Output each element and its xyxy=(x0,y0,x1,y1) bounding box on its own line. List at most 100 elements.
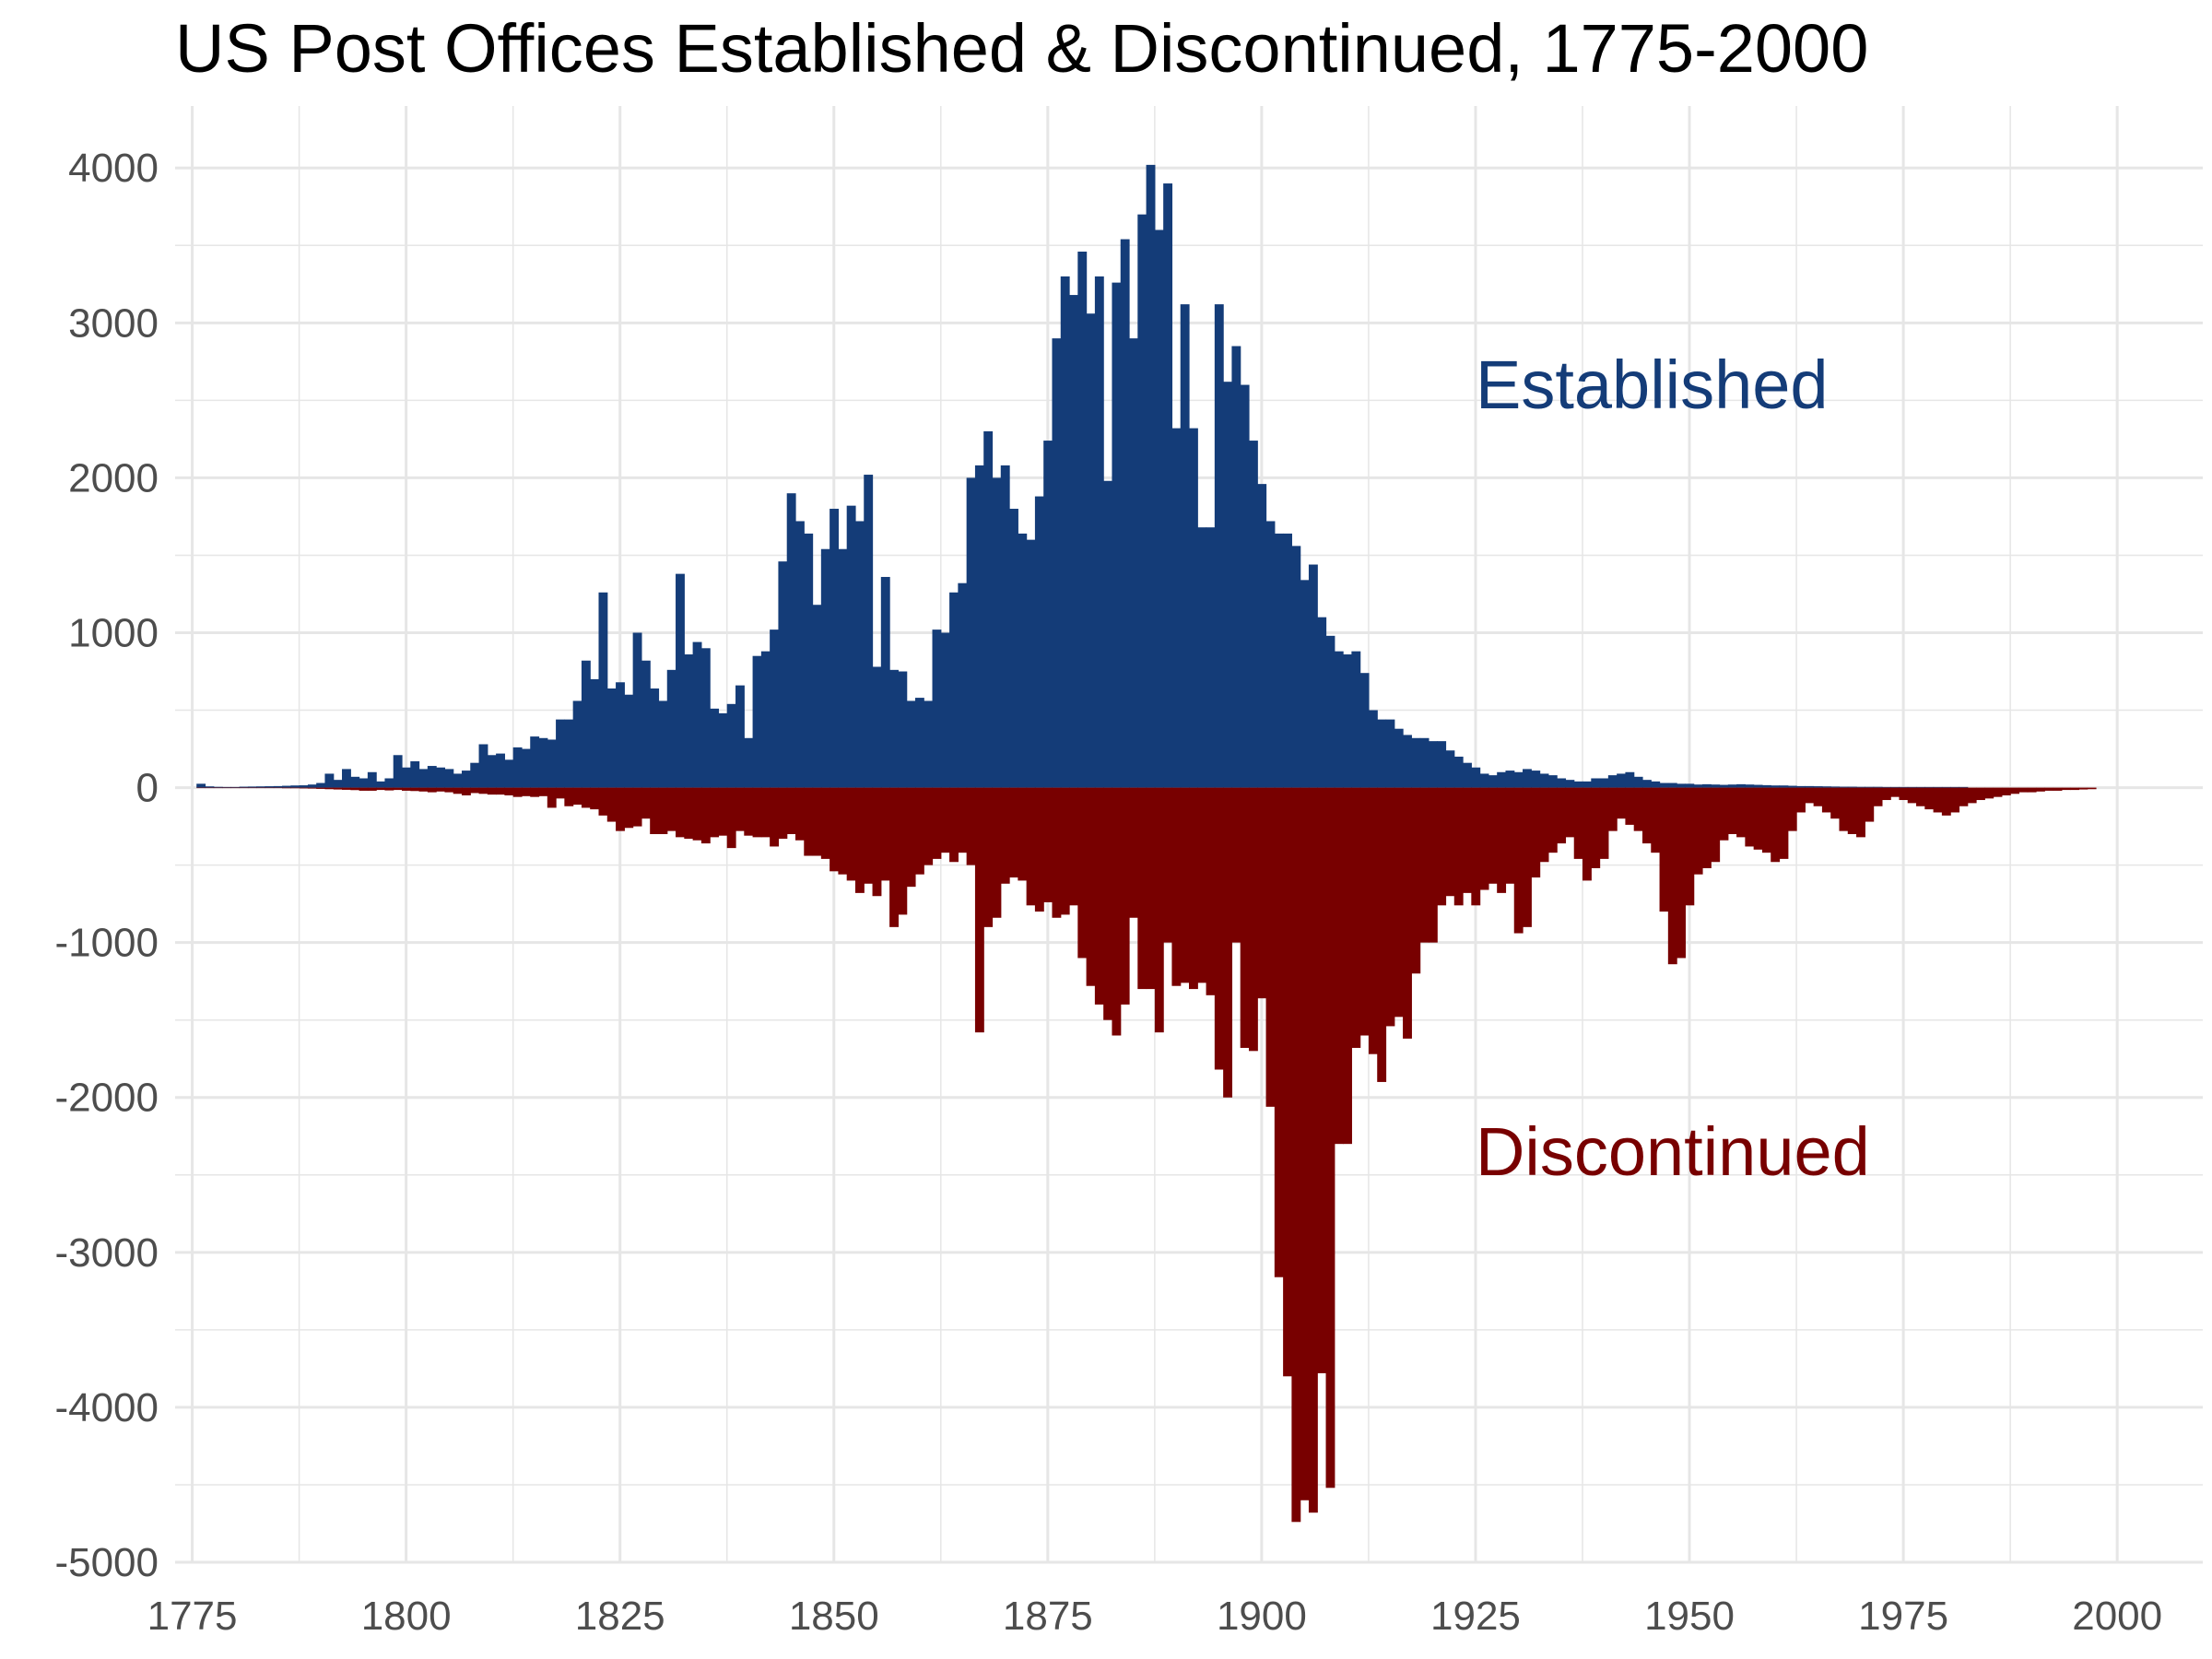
bar-discontinued xyxy=(2070,787,2080,791)
y-tick-label: -1000 xyxy=(54,921,159,966)
bar-discontinued xyxy=(906,787,916,888)
bar-discontinued xyxy=(1727,787,1737,834)
bar-discontinued xyxy=(1771,787,1781,863)
bar-established xyxy=(316,782,326,788)
bar-established xyxy=(384,778,394,788)
x-tick-label: 1850 xyxy=(789,1594,879,1639)
y-tick-label: 0 xyxy=(136,766,159,811)
bar-established xyxy=(222,786,231,788)
y-tick-label: -2000 xyxy=(54,1076,159,1121)
bar-established xyxy=(880,576,890,788)
bar-discontinued xyxy=(1009,787,1018,878)
bar-discontinued xyxy=(1240,787,1250,1048)
bar-established xyxy=(307,784,317,788)
bar-established xyxy=(1711,784,1721,788)
bar-established xyxy=(958,582,968,788)
bar-established xyxy=(1103,480,1113,788)
bar-established xyxy=(624,694,634,788)
bar-discontinued xyxy=(632,787,642,827)
bar-established xyxy=(504,759,514,788)
bar-discontinued xyxy=(1248,787,1258,1052)
bar-discontinued xyxy=(2001,787,2011,795)
bar-discontinued xyxy=(1805,787,1815,804)
x-tick-label: 1950 xyxy=(1644,1594,1735,1639)
bar-established xyxy=(1617,773,1627,788)
bar-discontinued xyxy=(1539,787,1549,863)
bar-established xyxy=(1856,786,1865,788)
bar-discontinued xyxy=(889,787,899,927)
y-tick-label: -4000 xyxy=(54,1385,159,1430)
bar-established xyxy=(1907,786,1917,788)
bar-established xyxy=(1933,786,1943,788)
bar-established xyxy=(1667,782,1677,788)
bar-established xyxy=(1351,651,1361,788)
bar-discontinued xyxy=(1197,787,1207,983)
bar-discontinued xyxy=(556,787,565,799)
bar-discontinued xyxy=(1411,787,1421,974)
bar-discontinued xyxy=(744,787,754,836)
bar-established xyxy=(924,700,934,788)
bar-established xyxy=(1359,673,1370,788)
bar-discontinued xyxy=(700,787,711,844)
bar-established xyxy=(778,561,788,788)
bar-discontinued xyxy=(461,787,471,795)
bar-established xyxy=(1633,776,1643,788)
bar-established xyxy=(538,737,548,788)
chart-title: US Post Offices Established & Discontinu… xyxy=(175,10,1869,87)
bar-discontinued xyxy=(1847,787,1857,834)
bar-discontinued xyxy=(1839,787,1849,831)
bar-established xyxy=(1659,782,1669,788)
bar-discontinued xyxy=(812,787,822,856)
bar-discontinued xyxy=(282,787,291,789)
bar-discontinued xyxy=(684,787,694,840)
bar-established xyxy=(512,747,523,788)
bar-discontinued xyxy=(641,787,651,819)
bar-discontinued xyxy=(470,787,480,794)
bar-discontinued xyxy=(958,787,968,853)
bar-established xyxy=(1727,784,1737,788)
bar-established xyxy=(854,521,865,788)
bar-discontinued xyxy=(1052,787,1062,918)
bar-established xyxy=(1753,784,1763,788)
bar-discontinued xyxy=(384,787,394,791)
bar-established xyxy=(444,769,454,788)
bar-discontinued xyxy=(1967,787,1977,804)
bar-discontinued xyxy=(2061,787,2071,791)
bar-discontinued xyxy=(324,787,335,790)
bar-established xyxy=(1163,183,1173,788)
bar-discontinued xyxy=(1214,787,1224,1070)
bar-established xyxy=(1531,771,1541,788)
bar-discontinued xyxy=(436,787,446,792)
bar-discontinued xyxy=(1334,787,1344,1145)
bar-discontinued xyxy=(205,787,215,789)
bar-discontinued xyxy=(1677,787,1686,959)
bar-discontinued xyxy=(650,787,660,834)
bar-established xyxy=(949,592,959,788)
bar-discontinued xyxy=(247,787,257,789)
bar-established xyxy=(1821,786,1831,788)
bar-discontinued xyxy=(1719,787,1729,841)
bar-established xyxy=(606,688,617,788)
bar-discontinued xyxy=(1984,787,1994,799)
bar-established xyxy=(230,786,241,788)
bar-established xyxy=(1437,741,1447,788)
bar-established xyxy=(1505,771,1515,788)
x-tick-label: 2000 xyxy=(2072,1594,2162,1639)
bar-established xyxy=(1677,783,1686,788)
bars xyxy=(196,164,2097,1523)
bar-discontinued xyxy=(1034,787,1044,912)
bar-discontinued xyxy=(1086,787,1096,986)
bar-established xyxy=(572,700,582,788)
bar-established xyxy=(1274,533,1284,788)
bar-established xyxy=(1761,784,1771,788)
bar-established xyxy=(1077,252,1088,788)
bar-established xyxy=(1112,282,1122,788)
bar-established xyxy=(1180,304,1190,788)
bar-established xyxy=(487,755,497,788)
bar-established xyxy=(770,629,780,788)
bar-established xyxy=(726,703,736,788)
annotation-established: Established xyxy=(1476,347,1829,423)
bar-discontinued xyxy=(1103,787,1113,1020)
bar-discontinued xyxy=(770,787,780,847)
bar-established xyxy=(1000,465,1010,788)
